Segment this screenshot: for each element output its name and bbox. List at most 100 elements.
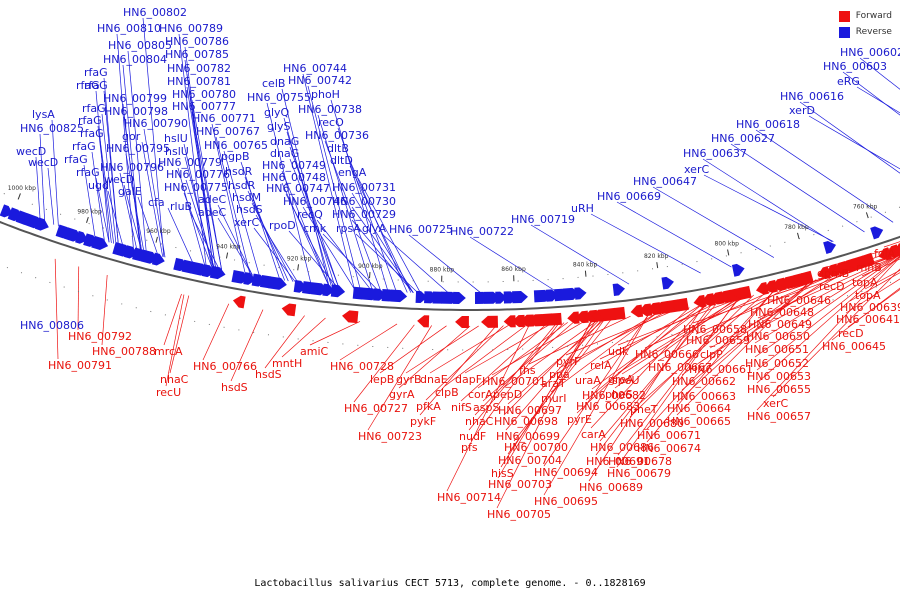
reverse-leader-line bbox=[349, 165, 412, 293]
reverse-leader-line bbox=[107, 190, 124, 247]
forward-leader-line bbox=[264, 315, 305, 369]
forward-gene-label: HN6_00651 bbox=[745, 343, 809, 356]
reverse-gene-label: HN6_00781 bbox=[167, 75, 231, 88]
forward-leader-line bbox=[163, 293, 182, 346]
forward-gene-label: HN6_00705 bbox=[487, 508, 551, 521]
forward-leader-line bbox=[754, 254, 900, 344]
reverse-gene-label: hslU bbox=[165, 145, 189, 158]
reverse-gene-label: eRG bbox=[837, 75, 860, 88]
forward-gene-label: aspS bbox=[473, 401, 499, 414]
kbp-tick-label: 760 kbp bbox=[853, 204, 878, 211]
reverse-gene-label: hsdR bbox=[225, 165, 253, 178]
forward-leader-line bbox=[497, 320, 593, 479]
reverse-leader-line bbox=[101, 113, 117, 245]
reverse-leader-line bbox=[302, 206, 355, 289]
forward-leader-line bbox=[629, 294, 754, 418]
kbp-tick-label: 840 kbp bbox=[573, 262, 598, 269]
forward-gene-label: pepD bbox=[493, 388, 522, 401]
forward-gene-label: HN6_00641 bbox=[836, 313, 900, 326]
reverse-gene-label: phoH bbox=[311, 88, 340, 101]
forward-gene-label: relA bbox=[590, 359, 612, 372]
forward-gene-label: dapF bbox=[455, 373, 482, 386]
reverse-leader-line bbox=[730, 143, 865, 233]
reverse-leader-line bbox=[251, 202, 294, 282]
forward-leader-line bbox=[584, 305, 700, 375]
forward-gene-label: HN6_00648 bbox=[750, 306, 814, 319]
forward-leader-line bbox=[845, 278, 900, 314]
forward-leader-line bbox=[367, 325, 432, 431]
reverse-gene-label: HN6_00806 bbox=[20, 319, 84, 332]
forward-gene-label: HN6_00694 bbox=[534, 466, 598, 479]
forward-leader-line bbox=[676, 281, 811, 416]
reverse-leader-line bbox=[185, 179, 215, 269]
forward-gene-label: murI bbox=[541, 392, 566, 405]
reverse-gene-label: rfaG bbox=[72, 140, 96, 153]
reverse-leader-line bbox=[143, 128, 166, 258]
forward-gene-label: HN6_00650 bbox=[746, 330, 810, 343]
reverse-gene-label: HN6_00810 bbox=[97, 22, 161, 35]
forward-gene-label: nudF bbox=[459, 430, 486, 443]
reverse-gene-label: glyS bbox=[267, 120, 291, 133]
forward-leader-line bbox=[339, 323, 398, 361]
reverse-gene-label: rfaG bbox=[64, 153, 88, 166]
forward-leader-line bbox=[595, 303, 713, 456]
forward-gene-label: HN6_00661 bbox=[689, 363, 753, 376]
reverse-gene-label: HN6_00730 bbox=[332, 195, 396, 208]
forward-gene-arrow bbox=[693, 294, 707, 308]
forward-gene-label: xerC bbox=[763, 397, 788, 410]
reverse-gene-arrow bbox=[209, 265, 226, 280]
reverse-gene-label: HN6_00736 bbox=[305, 129, 369, 142]
reverse-gene-label: HN6_00731 bbox=[332, 181, 396, 194]
forward-leader-line bbox=[470, 322, 560, 442]
forward-gene-arrow bbox=[232, 295, 246, 309]
forward-leader-line bbox=[757, 253, 900, 319]
reverse-leader-line bbox=[469, 236, 556, 292]
forward-gene-label: HN6_00683 bbox=[576, 400, 640, 413]
genome-backbone bbox=[0, 193, 900, 351]
forward-gene-label: gyrB bbox=[396, 373, 422, 386]
label-leader-lines bbox=[35, 17, 900, 509]
forward-leader-line bbox=[54, 258, 59, 360]
forward-leader-line bbox=[460, 323, 547, 402]
reverse-legend-label: Reverse bbox=[855, 27, 892, 37]
forward-leader-line bbox=[617, 297, 740, 374]
reverse-gene-label: HN6_00719 bbox=[511, 213, 575, 226]
forward-leader-line bbox=[861, 258, 900, 277]
reverse-gene-label: HN6_00767 bbox=[196, 125, 260, 138]
forward-gene-arrow bbox=[630, 304, 644, 318]
reverse-gene-label: dnaG bbox=[270, 135, 299, 148]
reverse-gene-label: HN6_00786 bbox=[165, 35, 229, 48]
reverse-gene-label: xerC bbox=[234, 216, 259, 229]
reverse-gene-arrow bbox=[415, 290, 428, 304]
reverse-gene-label: rfaG bbox=[84, 79, 108, 92]
forward-gene-label: topA bbox=[852, 276, 878, 289]
forward-leader-line bbox=[405, 325, 479, 374]
forward-gene-arrow bbox=[575, 310, 589, 324]
forward-leader-line bbox=[565, 309, 677, 356]
reverse-gene-arrow bbox=[495, 291, 508, 304]
forward-leader-line bbox=[543, 313, 650, 467]
forward-leader-line bbox=[849, 272, 900, 302]
forward-gene-arrow bbox=[520, 314, 535, 327]
strand-legend: Forward Reverse bbox=[838, 8, 892, 40]
forward-gene-label: HN6_00686 bbox=[590, 441, 654, 454]
forward-gene-arrow bbox=[701, 293, 716, 307]
forward-gene-label: HN6_00658 bbox=[683, 323, 747, 336]
reverse-leader-line bbox=[302, 73, 355, 289]
reverse-gene-arrow bbox=[390, 289, 408, 303]
kbp-tick-label: 960 kbp bbox=[146, 228, 171, 235]
reverse-gene-label: HN6_00796 bbox=[100, 161, 164, 174]
kbp-tick-label: 900 kbp bbox=[358, 263, 383, 270]
kbp-tick-mark bbox=[584, 270, 587, 277]
forward-leader-line bbox=[590, 304, 707, 429]
forward-gene-label: HN6_00792 bbox=[68, 330, 132, 343]
forward-gene-label: clpP bbox=[700, 348, 723, 361]
reverse-gene-arrow bbox=[512, 290, 528, 304]
reverse-gene-label: HN6_00747 bbox=[266, 182, 330, 195]
reverse-gene-label: ugd bbox=[88, 179, 109, 192]
reverse-gene-arrow bbox=[151, 252, 165, 266]
forward-gene-arrow bbox=[646, 302, 662, 316]
forward-leader-line bbox=[657, 286, 788, 362]
kbp-tick-mark bbox=[656, 262, 659, 269]
forward-leader-line bbox=[281, 317, 326, 358]
